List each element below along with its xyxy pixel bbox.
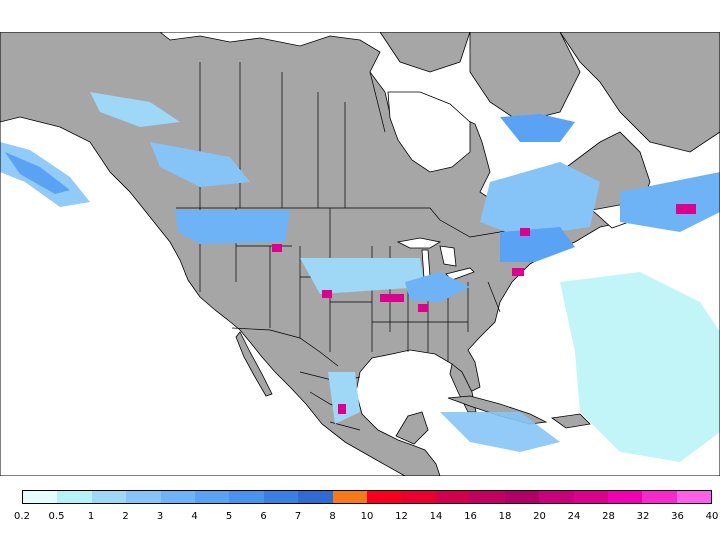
- legend-tick-label: 3: [156, 511, 164, 522]
- legend-swatch: [435, 491, 471, 503]
- legend-color-bar: [22, 490, 712, 504]
- legend-tick-label: 28: [602, 511, 615, 522]
- arctic-islands: [379, 32, 471, 73]
- precipitation-areas: [0, 92, 720, 462]
- legend-tick-label: 24: [567, 511, 581, 522]
- legend-tick-label: 18: [498, 511, 512, 522]
- precipitation-map: [0, 32, 720, 476]
- precip-heavy-cells: [272, 204, 696, 414]
- legend-swatch: [573, 491, 608, 503]
- canada-province-lines: [199, 62, 386, 208]
- precip-alaska-coast: [90, 92, 180, 127]
- legend-swatch: [676, 491, 712, 503]
- legend-swatch: [332, 491, 368, 503]
- legend-swatch: [23, 491, 58, 503]
- legend-tick-label: 6: [260, 511, 267, 522]
- legend-tick-label: 40: [705, 511, 719, 522]
- legend-tick-labels: 0.2 0.5 1 2 3 4 5 6 7 8 10 12 14 16 18 20 24 28 32 36 40: [14, 511, 718, 525]
- hispaniola: [550, 413, 591, 429]
- legend-tick-label: 8: [329, 511, 336, 522]
- legend-swatch: [263, 491, 299, 503]
- legend-tick-label: 14: [429, 511, 443, 522]
- legend-swatch: [57, 491, 92, 503]
- heavy-cell-illinois: [418, 304, 428, 312]
- lake-huron: [439, 245, 457, 267]
- legend-swatch: [229, 491, 264, 503]
- baja-california: [235, 331, 273, 397]
- legend-swatch: [470, 491, 505, 503]
- legend-swatch: [607, 491, 643, 503]
- legend-swatch: [298, 491, 333, 503]
- heavy-cell-mexico: [338, 404, 346, 414]
- map-canvas: [0, 32, 720, 476]
- precip-great-plains: [300, 258, 425, 294]
- heavy-cell-atlantic: [676, 204, 696, 214]
- precip-mexico: [328, 372, 360, 424]
- legend-tick-label: 1: [87, 511, 95, 522]
- legend-swatch: [91, 491, 127, 503]
- heavy-cell-rockies: [272, 244, 282, 252]
- heavy-cell-maine: [520, 228, 530, 236]
- legend-tick-label: 32: [636, 511, 650, 522]
- heavy-cell-new-york: [512, 268, 524, 276]
- precip-midwest-band: [405, 272, 470, 302]
- legend-tick-label: 0.2: [14, 511, 30, 522]
- legend-swatch: [504, 491, 540, 503]
- legend-tick-label: 16: [464, 511, 477, 522]
- color-scale-legend: 0.2 0.5 1 2 3 4 5 6 7 8 10 12 14 16 18 20 24 28 32 36 40: [14, 490, 718, 522]
- legend-tick-label: 5: [225, 511, 233, 522]
- legend-swatch: [401, 491, 436, 503]
- legend-tick-label: 0.5: [48, 511, 65, 522]
- legend-tick-label: 36: [671, 511, 684, 522]
- precip-new-england: [500, 227, 575, 262]
- precip-caribbean: [440, 412, 560, 452]
- legend-tick-label: 2: [122, 511, 129, 522]
- legend-swatch: [539, 491, 574, 503]
- legend-swatch: [160, 491, 196, 503]
- legend-tick-label: 7: [294, 511, 302, 522]
- precip-quebec: [480, 162, 600, 237]
- precip-western-canada: [150, 142, 250, 187]
- legend-swatch: [195, 491, 230, 503]
- legend-swatch: [367, 491, 402, 503]
- legend-tick-label: 10: [360, 511, 374, 522]
- legend-tick-label: 20: [533, 511, 546, 522]
- hudson-bay: [387, 91, 471, 173]
- precip-pacific-northwest: [175, 210, 290, 244]
- land-masses: [0, 32, 720, 476]
- heavy-cell-kansas: [322, 290, 332, 298]
- precip-pacific-band-core: [5, 152, 70, 194]
- lake-superior: [396, 237, 442, 249]
- heavy-cell-missouri: [380, 294, 404, 302]
- greenland: [559, 32, 720, 153]
- precip-labrador: [500, 114, 575, 142]
- precip-gulf-stream: [620, 172, 720, 232]
- legend-tick-label: 4: [191, 511, 198, 522]
- legend-swatch: [642, 491, 677, 503]
- yucatan: [395, 411, 429, 445]
- precip-atlantic-swirl: [560, 272, 720, 462]
- legend-tick-label: 12: [395, 511, 408, 522]
- legend-swatch: [126, 491, 161, 503]
